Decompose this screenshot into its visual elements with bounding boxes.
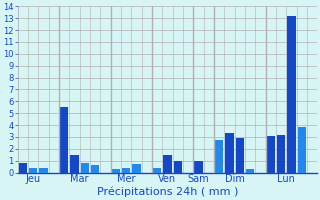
Bar xyxy=(246,169,254,173)
Bar xyxy=(287,16,296,173)
Bar xyxy=(215,140,223,173)
Bar xyxy=(298,127,306,173)
Bar xyxy=(19,163,27,173)
Bar xyxy=(194,161,203,173)
X-axis label: Précipitations 24h ( mm ): Précipitations 24h ( mm ) xyxy=(97,187,238,197)
Bar xyxy=(112,169,120,173)
Bar xyxy=(277,135,285,173)
Bar xyxy=(267,136,275,173)
Bar xyxy=(163,155,172,173)
Bar xyxy=(236,138,244,173)
Bar xyxy=(153,168,161,173)
Bar xyxy=(132,164,140,173)
Bar xyxy=(29,168,37,173)
Bar xyxy=(81,163,89,173)
Bar xyxy=(39,168,48,173)
Bar xyxy=(91,165,99,173)
Bar xyxy=(60,107,68,173)
Bar xyxy=(173,161,182,173)
Bar xyxy=(225,133,234,173)
Bar xyxy=(70,155,78,173)
Bar xyxy=(122,168,130,173)
